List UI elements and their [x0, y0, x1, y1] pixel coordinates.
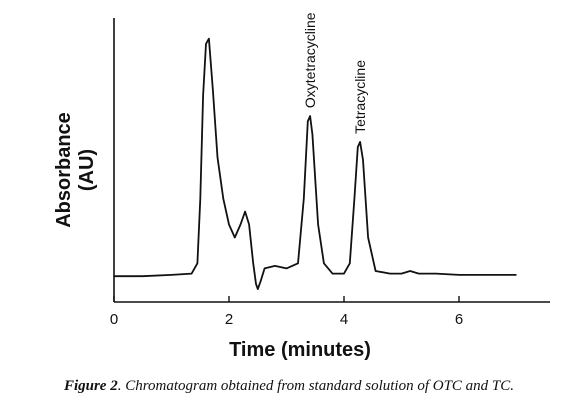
x-tick-label: 2: [225, 311, 233, 328]
y-axis-title-line-1: Absorbance: [53, 112, 75, 228]
peak-label: Oxytetracycline: [302, 12, 318, 108]
x-axis-title: Time (minutes): [229, 339, 371, 361]
x-tick-label: 4: [340, 311, 348, 328]
chromatogram-chart: 0 2 4 6 Oxytetracycline Tetracycline Time (m…: [53, 12, 550, 361]
x-tick-label: 6: [455, 311, 463, 328]
caption-text: . Chromatogram obtained from standard so…: [117, 378, 515, 394]
peak-label: Tetracycline: [352, 60, 368, 134]
figure-caption: Figure 2. Chromatogram obtained from sta…: [0, 378, 578, 395]
y-axis-title-line-2: (AU): [76, 149, 98, 191]
absorbance-trace: [114, 37, 517, 290]
x-tick-label: 0: [110, 311, 118, 328]
caption-label: Figure 2: [63, 378, 118, 394]
